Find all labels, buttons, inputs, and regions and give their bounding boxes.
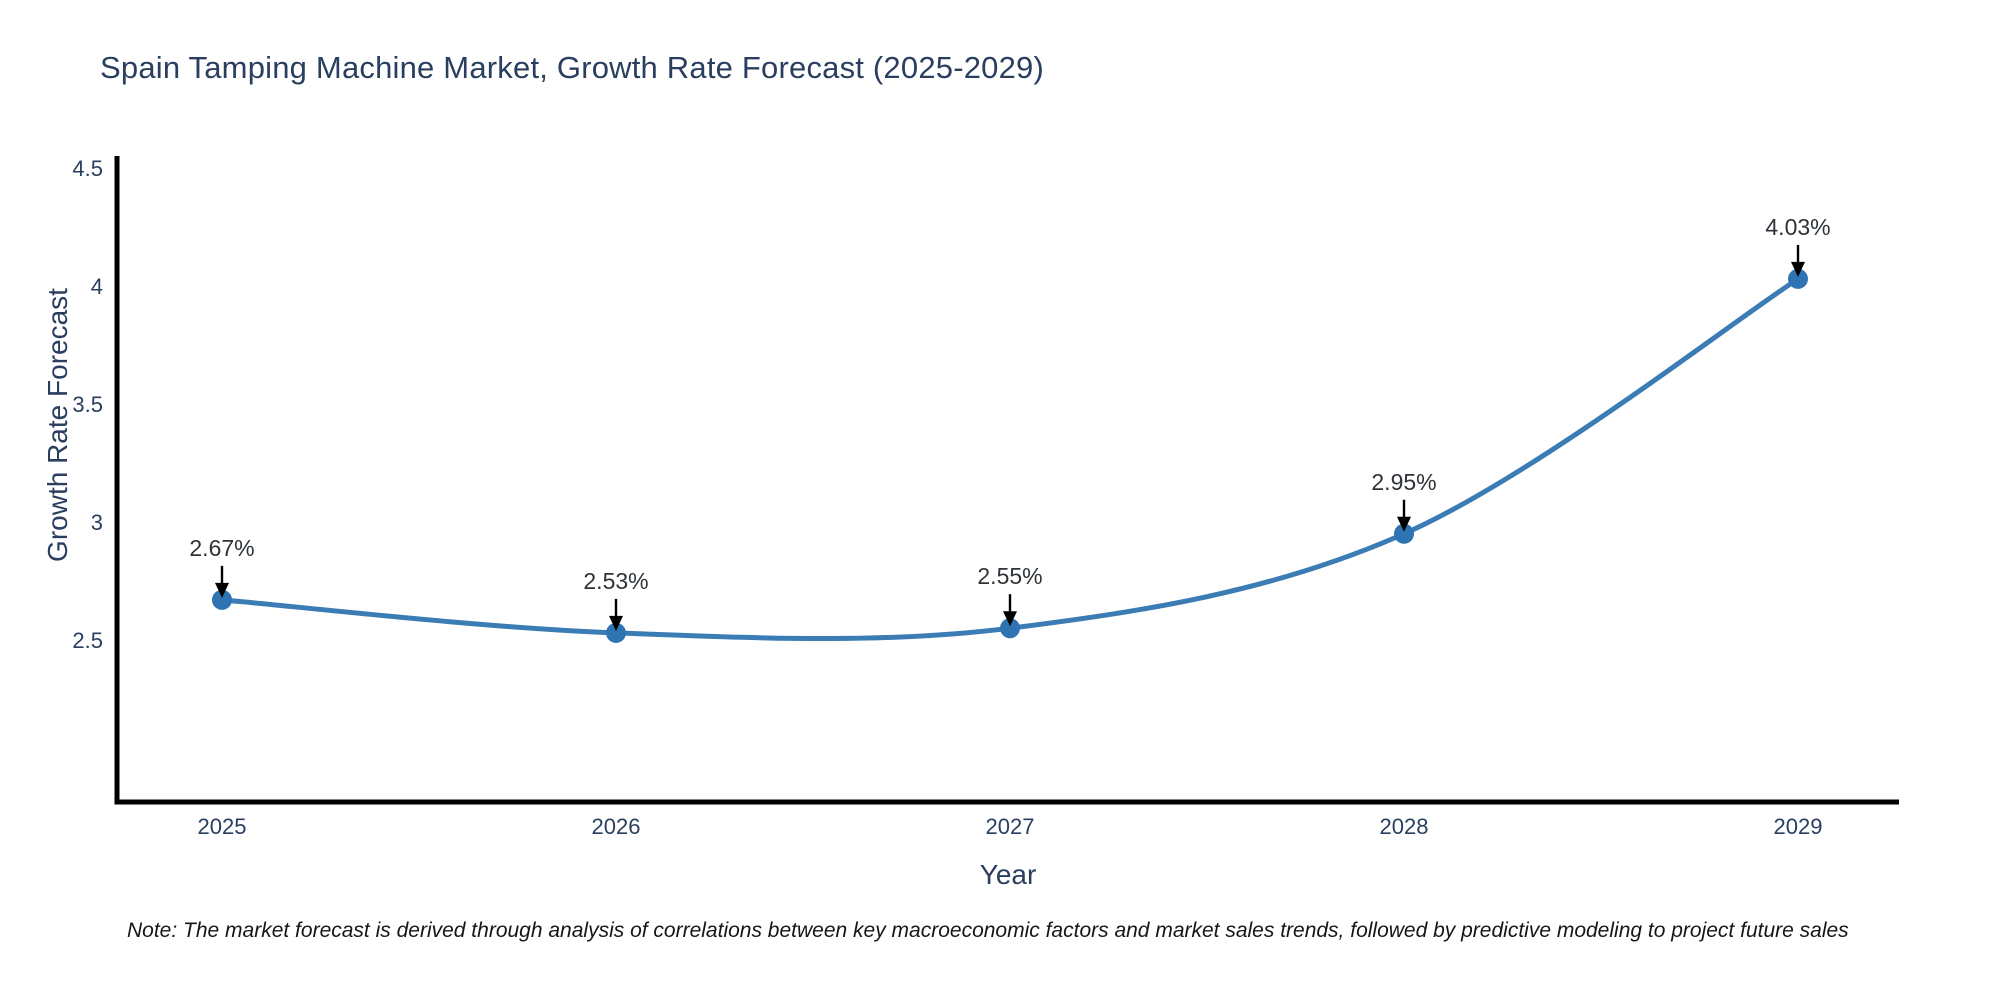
point-annotation-label: 2.55% bbox=[977, 563, 1042, 589]
x-tick-label: 2028 bbox=[1380, 814, 1429, 839]
footnote: Note: The market forecast is derived thr… bbox=[127, 919, 1849, 942]
y-tick-label: 3 bbox=[91, 510, 103, 535]
point-annotation-label: 4.03% bbox=[1765, 214, 1830, 240]
point-annotation-label: 2.95% bbox=[1371, 469, 1436, 495]
annotation-arrowhead-icon bbox=[609, 615, 623, 631]
x-tick-label: 2025 bbox=[198, 814, 247, 839]
y-tick-label: 4 bbox=[91, 274, 103, 299]
x-tick-label: 2026 bbox=[592, 814, 641, 839]
data-point-marker bbox=[1788, 268, 1808, 289]
point-annotation-label: 2.53% bbox=[583, 568, 648, 594]
annotation-arrowhead-icon bbox=[1791, 261, 1805, 277]
x-tick-label: 2027 bbox=[986, 814, 1035, 839]
y-tick-label: 3.5 bbox=[72, 392, 103, 417]
data-point-marker bbox=[1394, 523, 1414, 544]
y-tick-label: 2.5 bbox=[72, 628, 103, 653]
data-point-marker bbox=[606, 622, 626, 643]
point-annotation-label: 2.67% bbox=[189, 535, 254, 561]
data-point-marker bbox=[1000, 618, 1020, 639]
y-tick-label: 4.5 bbox=[72, 156, 103, 181]
chart-title: Spain Tamping Machine Market, Growth Rat… bbox=[100, 50, 1045, 85]
data-point-marker bbox=[212, 589, 232, 610]
x-axis-title: Year bbox=[979, 859, 1037, 890]
x-tick-label: 2029 bbox=[1774, 814, 1823, 839]
annotation-arrowhead-icon bbox=[1397, 516, 1411, 532]
annotation-arrowhead-icon bbox=[215, 582, 229, 598]
annotation-arrowhead-icon bbox=[1003, 611, 1017, 627]
